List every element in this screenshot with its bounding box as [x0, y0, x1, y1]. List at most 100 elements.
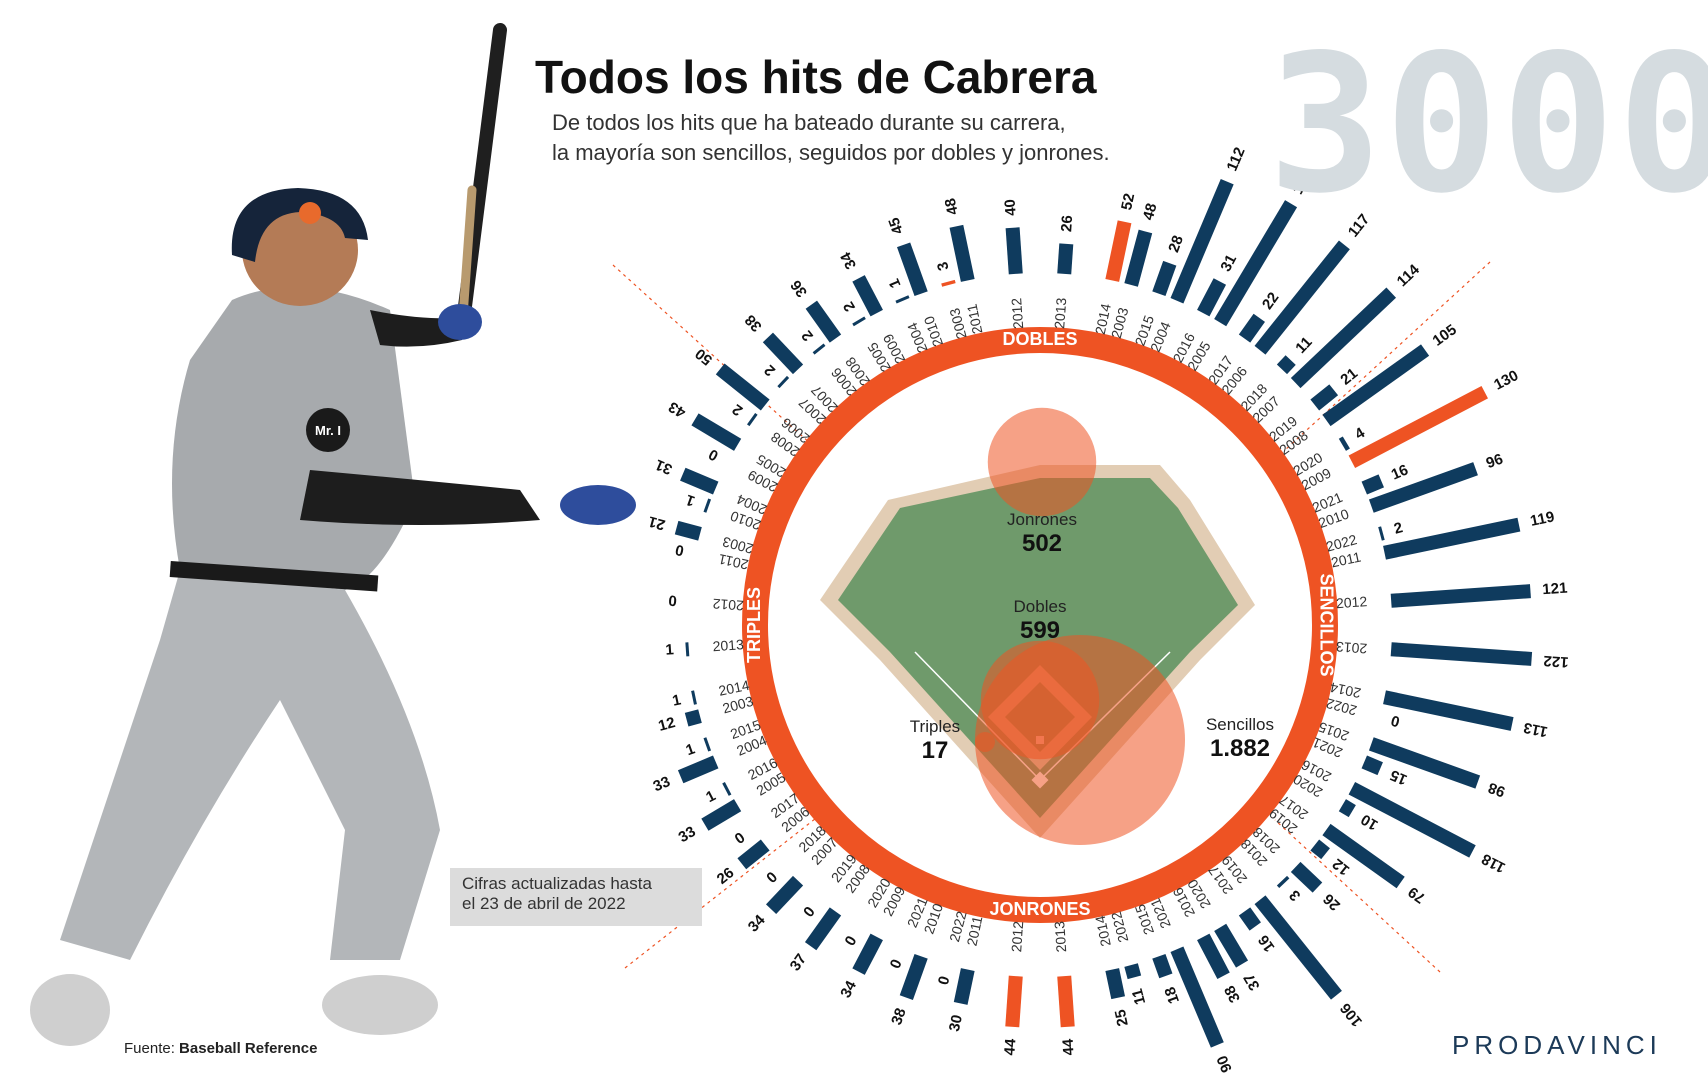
year-label-sencillos-2022: 2022: [1108, 910, 1132, 944]
bar-dobles-2008: [805, 300, 842, 343]
bar-sencillos-2019: [1254, 895, 1342, 1000]
bar-dobles-2020: [1338, 436, 1350, 451]
year-label-triples-2014: 2014: [717, 677, 751, 699]
total-label-dobles: Dobles: [1014, 597, 1067, 616]
year-label-triples-2022: 2022: [946, 909, 970, 943]
bar-triples-2006: [812, 343, 826, 355]
bar-jonrones-2016: [1197, 933, 1230, 979]
bar-jonrones-2004: [677, 755, 719, 784]
bar-dobles-2013: [1057, 243, 1074, 275]
value-label-jonrones-2014: 25: [1112, 1008, 1132, 1028]
value-label-triples-2007: 2: [761, 361, 779, 379]
value-label-jonrones-2004: 33: [651, 773, 673, 795]
prodavinci-logo: PRODAVINCI: [1452, 1030, 1662, 1060]
bar-sencillos-2017: [1322, 823, 1405, 889]
year-label-dobles-2003: 2003: [721, 534, 755, 558]
total-label-triples: Triples: [910, 717, 960, 736]
year-label-sencillos-2003: 2003: [1108, 306, 1132, 340]
bar-sencillos-2010: [1368, 462, 1478, 513]
value-label-triples-2009: 0: [706, 445, 721, 464]
value-label-triples-2015: 1: [684, 740, 698, 759]
bar-sencillos-2008: [1322, 344, 1430, 427]
value-label-dobles-2017: 22: [1259, 289, 1283, 312]
value-label-sencillos-2016: 118: [1479, 850, 1508, 876]
value-label-sencillos-2009: 130: [1491, 367, 1521, 394]
bar-jonrones-2003: [684, 709, 702, 727]
value-label-triples-2011: 0: [674, 541, 686, 559]
bar-dobles-2009: [852, 275, 883, 317]
chart-title: Todos los hits de Cabrera: [535, 51, 1097, 103]
value-label-dobles-2021: 16: [1389, 461, 1411, 483]
value-label-dobles-2022: 2: [1392, 519, 1404, 538]
bar-triples-2007: [777, 375, 790, 389]
value-label-sencillos-2021: 90: [1214, 1053, 1236, 1075]
value-label-sencillos-2012: 121: [1542, 580, 1568, 599]
value-label-sencillos-2015: 98: [1486, 779, 1507, 801]
right-shoe: [322, 975, 438, 1035]
value-label-jonrones-2010: 38: [888, 1006, 910, 1027]
category-ring: [742, 327, 1338, 923]
year-label-triples-2011: 2011: [717, 551, 750, 573]
bar-jonrones-2009: [852, 933, 883, 975]
bar-dobles-2014: [1105, 220, 1132, 282]
bar-jonrones-2020: [1338, 799, 1356, 818]
year-label-dobles-2022: 2022: [1324, 531, 1358, 555]
bar-jonrones-2021: [1361, 755, 1383, 776]
ring-label-sencillos: SENCILLOS: [1316, 573, 1336, 676]
subtitle-line-1: De todos los hits que ha bateado durante…: [552, 110, 1066, 135]
bar-dobles-2011: [949, 224, 975, 282]
value-label-dobles-2020: 4: [1352, 424, 1368, 443]
value-label-jonrones-2007: 34: [745, 911, 769, 935]
value-label-sencillos-2019: 106: [1337, 1000, 1366, 1030]
value-label-triples-2004: 1: [886, 276, 905, 290]
value-label-sencillos-2017: 79: [1405, 883, 1428, 907]
batter-helmet: [231, 188, 368, 262]
year-label-jonrones-2013: 2013: [1051, 920, 1069, 952]
batter-belt: [169, 561, 379, 592]
bar-sencillos-2004: [1170, 178, 1234, 304]
value-label-dobles-2011: 48: [942, 197, 962, 217]
value-label-sencillos-2022: 11: [1129, 987, 1150, 1007]
value-label-jonrones-2016: 38: [1221, 983, 1244, 1006]
value-label-jonrones-2021: 15: [1388, 766, 1410, 788]
year-label-sencillos-2012: 2012: [1335, 593, 1367, 611]
bar-jonrones-2011: [953, 968, 975, 1005]
value-label-triples-2021: 0: [887, 957, 906, 971]
bar-sencillos-2020: [1214, 923, 1249, 968]
bar-jonrones-2012: [1005, 975, 1023, 1028]
bar-dobles-2022: [1378, 526, 1385, 541]
year-label-triples-2003: 2003: [946, 306, 970, 340]
year-label-dobles-2014: 2014: [1092, 302, 1114, 336]
source-credit: Fuente: Baseball Reference: [124, 1040, 317, 1057]
value-label-triples-2018: 0: [763, 869, 781, 887]
bar-triples-2005: [852, 316, 866, 327]
value-label-dobles-2005: 43: [666, 398, 689, 421]
year-label-dobles-2012: 2012: [1008, 297, 1026, 329]
bar-triples-2008: [747, 413, 758, 427]
update-note-line-2: el 23 de abril de 2022: [462, 894, 626, 913]
mr-i-patch-label: Mr. I: [315, 423, 341, 438]
value-label-dobles-2010: 45: [885, 215, 907, 236]
ring-label-jonrones: JONRONES: [989, 899, 1090, 919]
bar-dobles-2004: [680, 467, 719, 495]
value-label-jonrones-2017: 16: [1255, 932, 1279, 955]
value-label-sencillos-2013: 122: [1543, 652, 1569, 671]
batting-glove-back: [438, 304, 482, 340]
value-label-jonrones-2005: 33: [676, 823, 699, 846]
value-label-dobles-2016: 31: [1217, 252, 1240, 275]
bar-sencillos-2011: [1383, 517, 1521, 560]
year-label-jonrones-2022: 2022: [1324, 695, 1358, 719]
value-label-sencillos-2008: 105: [1430, 321, 1460, 349]
value-label-jonrones-2009: 34: [837, 977, 860, 1000]
update-note-line-1: Cifras actualizadas hasta: [462, 874, 652, 893]
bar-sencillos-2009: [1348, 385, 1488, 468]
bar-sencillos-2014: [1383, 690, 1514, 731]
ring-labels: DOBLES SENCILLOS JONRONES TRIPLES: [744, 329, 1337, 919]
value-label-triples-2019: 0: [800, 903, 818, 920]
value-label-jonrones-2022: 0: [1389, 712, 1401, 731]
value-label-triples-2014: 1: [671, 691, 683, 709]
value-label-jonrones-2019: 12: [1329, 855, 1353, 879]
value-label-triples-2020: 0: [842, 933, 861, 949]
